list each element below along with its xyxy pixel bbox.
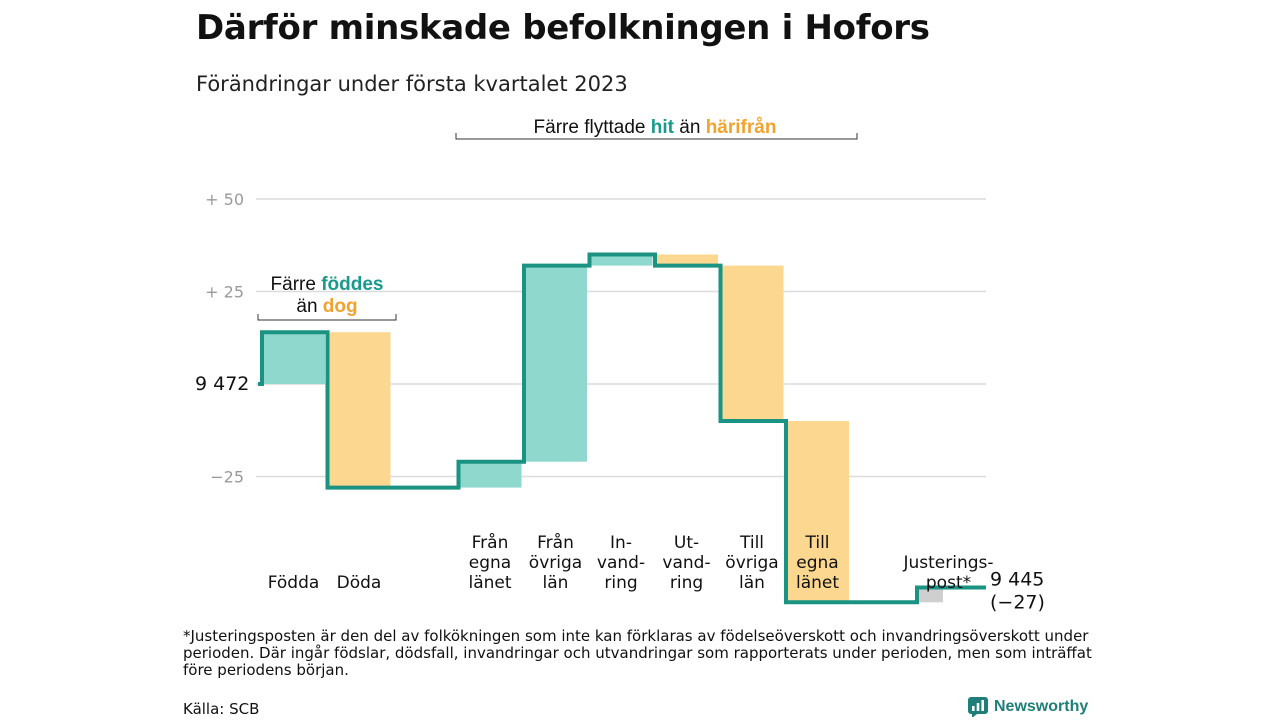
bar-step-3 [458,461,522,488]
annotation-birth-line2: än dog [296,296,357,317]
population-line [258,252,986,605]
category-label: län [739,573,765,593]
chart-title: Därför minskade befolkningen i Hofors [196,8,930,48]
bar-step-0 [262,332,325,384]
brand-logo[interactable]: Newsworthy [968,697,1088,717]
category-label: Från [472,532,509,553]
category-label: övriga [725,553,778,573]
end-change-label: (−27) [990,592,1045,614]
bar-step-6 [655,254,718,266]
start-value-label: 9 472 [195,373,249,395]
category-label: Födda [268,573,320,593]
brand-name: Newsworthy [994,698,1089,715]
category-label: egna [469,553,511,573]
category-label: Justerings- [902,553,993,573]
category-label: länet [468,573,511,593]
chart-subtitle: Förändringar under första kvartalet 2023 [196,72,628,96]
category-label: Döda [337,573,382,593]
bar-step-5 [589,254,653,266]
annotation-move-bracket [455,133,858,140]
bar-step-10 [917,587,943,603]
bar-step-4 [524,265,587,462]
category-label: post* [926,573,971,593]
category-label: Till [804,533,829,553]
category-label: länet [796,573,839,593]
bar-step-8 [786,421,849,603]
category-label: övriga [529,553,582,573]
y-tick-label: + 50 [205,190,244,209]
footnote: *Justeringsposten är den del av folkökni… [183,627,1092,679]
category-label: In- [610,533,632,553]
y-tick-label: −25 [210,468,244,487]
category-label: Från [537,532,574,553]
category-label: län [543,573,569,593]
source-label: Källa: SCB [183,700,260,718]
category-label: ring [670,573,703,593]
y-tick-label: + 25 [205,283,244,302]
bar-step-7 [720,265,784,421]
annotation-move-line: Färre flyttade hit än härifrån [534,117,777,138]
bar-step-1 [327,332,391,488]
category-label: vand- [597,553,645,573]
annotation-birth-bracket [257,314,397,321]
category-label: Till [739,533,764,553]
end-value-label: 9 445 [990,569,1044,591]
category-label: Ut- [674,533,699,553]
category-label: egna [796,553,838,573]
annotation-birth-line1: Färre föddes [271,274,384,295]
category-label: ring [604,573,637,593]
category-label: vand- [662,553,710,573]
newsworthy-logo-icon [968,697,988,717]
